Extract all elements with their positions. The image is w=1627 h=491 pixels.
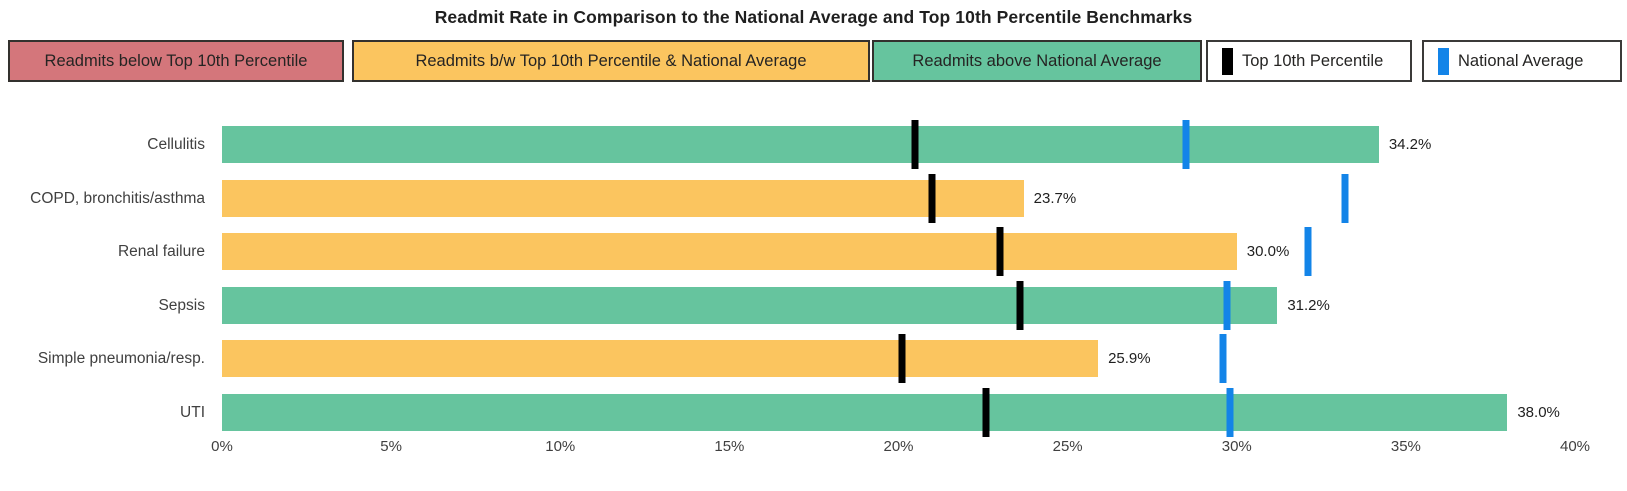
legend-item-above-national-average[interactable]: Readmits above National Average	[872, 40, 1202, 82]
x-axis-tick-label: 15%	[714, 438, 745, 455]
bar-value-label: 30.0%	[1246, 243, 1290, 260]
x-axis-tick-label: 25%	[1052, 438, 1083, 455]
top10-percentile-tick	[1016, 280, 1024, 330]
national-average-tick	[1219, 334, 1227, 383]
bar-value-label: 23.7%	[1033, 189, 1077, 207]
legend-item-below-top10[interactable]: Readmits below Top 10th Percentile	[8, 40, 344, 82]
bar-value-label: 25.9%	[1108, 350, 1151, 367]
x-axis-tick-label: 10%	[545, 438, 576, 455]
legend-label: Readmits above National Average	[912, 51, 1162, 70]
category-label: COPD, bronchitis/asthma	[30, 189, 205, 207]
x-axis-tick-label: 5%	[380, 438, 402, 455]
readmit-bar[interactable]	[222, 126, 1379, 163]
bar-value-label: 34.2%	[1388, 136, 1432, 153]
national-average-tick	[1304, 227, 1312, 276]
bar-track: 30.0%	[222, 227, 1575, 276]
readmit-bar[interactable]	[222, 286, 1278, 324]
legend-label: Readmits b/w Top 10th Percentile & Natio…	[415, 51, 807, 70]
national-average-marker-swatch-icon	[1438, 47, 1449, 75]
national-average-tick	[1226, 387, 1234, 437]
bar-track: 34.2%	[222, 120, 1575, 169]
chart-title: Readmit Rate in Comparison to the Nation…	[434, 7, 1193, 27]
x-axis-tick-label: 0%	[211, 438, 233, 455]
readmit-bar[interactable]	[222, 393, 1508, 431]
bar-track: 38.0%	[222, 387, 1575, 437]
category-label: Sepsis	[158, 296, 205, 314]
category-label: Cellulitis	[147, 136, 205, 153]
bar-track: 25.9%	[222, 334, 1575, 383]
legend-item-top10-marker[interactable]: Top 10th Percentile	[1206, 40, 1412, 82]
bar-track: 31.2%	[222, 280, 1575, 330]
national-average-tick	[1341, 173, 1349, 223]
x-axis: 0% 5% 10% 15% 20% 25% 30% 35% 40%	[211, 438, 1590, 460]
chart-row: COPD, bronchitis/asthma 23.7%	[30, 173, 1575, 223]
legend-item-national-average-marker[interactable]: National Average	[1422, 40, 1622, 82]
top10-percentile-tick	[898, 334, 906, 383]
chart-row: Simple pneumonia/resp. 25.9%	[38, 334, 1575, 383]
readmit-bar[interactable]	[222, 340, 1099, 377]
national-average-tick	[1182, 120, 1190, 169]
category-label: Renal failure	[117, 243, 205, 260]
chart-row: Sepsis 31.2%	[158, 280, 1575, 330]
top10-percentile-tick	[928, 173, 936, 223]
bar-track: 23.7%	[222, 173, 1575, 223]
top10-percentile-tick	[996, 227, 1004, 276]
bar-value-label: 38.0%	[1517, 403, 1560, 421]
chart-row: Renal failure 30.0%	[118, 227, 1575, 276]
legend-label: Readmits below Top 10th Percentile	[44, 51, 308, 70]
chart-row: UTI 38.0%	[180, 387, 1575, 437]
legend-label: Top 10th Percentile	[1242, 51, 1384, 70]
bar-value-label: 31.2%	[1287, 296, 1330, 314]
legend-label: National Average	[1458, 51, 1584, 70]
top10-marker-swatch-icon	[1222, 47, 1233, 75]
plot-area: Cellulitis 34.2% COPD, bronchitis/asthma…	[30, 120, 1575, 437]
x-axis-tick-label: 35%	[1390, 438, 1421, 455]
national-average-tick	[1223, 280, 1231, 330]
category-label: UTI	[180, 403, 205, 421]
x-axis-tick-label: 30%	[1221, 438, 1252, 455]
x-axis-tick-label: 20%	[883, 438, 914, 455]
x-axis-tick-label: 40%	[1559, 438, 1591, 455]
chart-row: Cellulitis 34.2%	[147, 120, 1575, 169]
legend: Readmits below Top 10th Percentile Readm…	[0, 40, 1627, 82]
top10-percentile-tick	[911, 120, 919, 169]
category-label: Simple pneumonia/resp.	[37, 350, 205, 367]
top10-percentile-tick	[982, 387, 990, 437]
readmit-bar[interactable]	[222, 233, 1237, 270]
readmit-bar[interactable]	[222, 179, 1024, 217]
legend-item-between-benchmarks[interactable]: Readmits b/w Top 10th Percentile & Natio…	[352, 40, 870, 82]
